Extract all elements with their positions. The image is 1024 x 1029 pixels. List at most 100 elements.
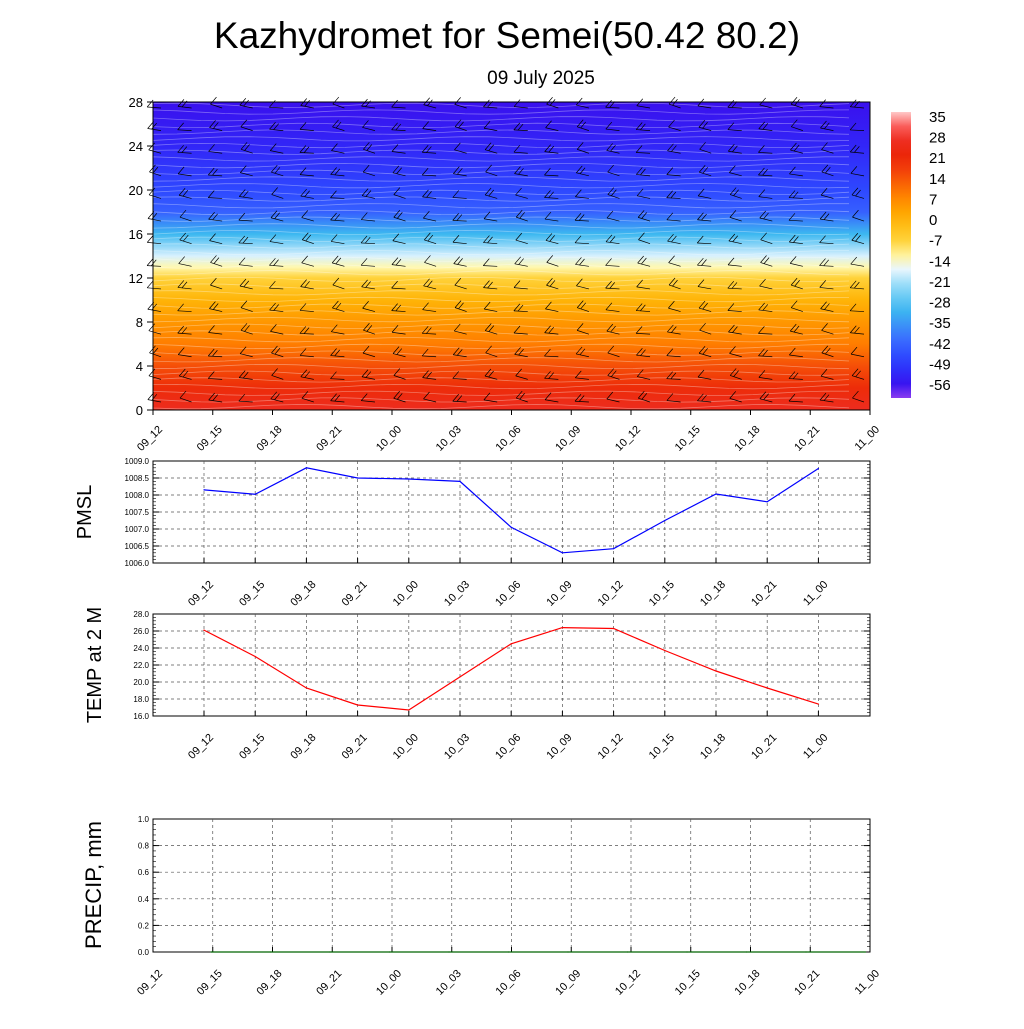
heatmap-x-tick-label: 10_21 bbox=[792, 424, 822, 454]
precip-x-tick-label: 10_18 bbox=[733, 968, 763, 998]
colorbar-label: 35 bbox=[929, 109, 946, 126]
precip-x-tick-label: 09_21 bbox=[314, 968, 344, 998]
pmsl-data-point bbox=[510, 526, 512, 528]
heatmap-x-tick-label: 09_18 bbox=[255, 424, 285, 454]
colorbar-label: -42 bbox=[929, 336, 951, 353]
precip-y-tick-label: 0.0 bbox=[138, 948, 150, 957]
temp-2m-data-point bbox=[664, 649, 666, 652]
chart-title: Kazhydromet for Semei(50.42 80.2) bbox=[214, 15, 800, 56]
colorbar-label: 7 bbox=[929, 191, 937, 208]
pmsl-data-point bbox=[766, 501, 768, 503]
pmsl-x-tick-label: 10_18 bbox=[698, 579, 728, 609]
colorbar bbox=[891, 112, 911, 398]
heatmap-x-tick-label: 10_12 bbox=[613, 424, 643, 454]
pmsl-data-point bbox=[408, 478, 410, 480]
heatmap-x-tick-label: 10_15 bbox=[673, 424, 703, 454]
temp-2m-y-tick-label: 22.0 bbox=[133, 661, 149, 670]
temp-2m-y-tick-label: 20.0 bbox=[133, 678, 149, 687]
temp-2m-x-tick-label: 10_00 bbox=[391, 732, 421, 762]
pmsl-y-tick-label: 1008.0 bbox=[125, 491, 150, 500]
precip-data-point bbox=[626, 951, 629, 953]
temp-2m-data-point bbox=[305, 687, 307, 689]
colorbar-label: 21 bbox=[929, 150, 946, 167]
colorbar-label: -28 bbox=[929, 295, 951, 312]
precip-x-tick-label: 10_00 bbox=[374, 968, 404, 998]
pmsl-y-tick-label: 1009.0 bbox=[125, 457, 150, 466]
pmsl-x-tick-label: 09_18 bbox=[288, 579, 318, 609]
precip-data-point bbox=[864, 951, 867, 953]
precip-data-point bbox=[805, 951, 807, 953]
pmsl-data-point bbox=[613, 548, 615, 550]
temp-2m-x-tick-label: 10_15 bbox=[647, 732, 677, 762]
precip-x-tick-label: 09_15 bbox=[195, 968, 225, 998]
pmsl-x-tick-label: 10_12 bbox=[596, 579, 626, 609]
heatmap-x-tick-label: 10_06 bbox=[494, 424, 524, 454]
pmsl-data-point bbox=[817, 467, 820, 470]
pmsl-data-point bbox=[715, 493, 717, 495]
colorbar-label: -49 bbox=[929, 356, 951, 373]
pmsl-data-point bbox=[459, 480, 461, 482]
chart-subtitle: 09 July 2025 bbox=[487, 68, 595, 89]
pmsl-y-tick-label: 1006.0 bbox=[125, 559, 150, 568]
heatmap-y-tick-label: 24 bbox=[129, 139, 143, 154]
temp-2m-data-point bbox=[459, 676, 461, 678]
pmsl-x-tick-label: 10_09 bbox=[544, 579, 574, 609]
precip-x-tick-label: 10_15 bbox=[673, 968, 703, 998]
temp-2m-x-tick-label: 10_21 bbox=[749, 732, 779, 762]
precip-x-tick-label: 11_00 bbox=[853, 968, 883, 998]
precip-data-point bbox=[567, 951, 569, 953]
temp-2m-data-point bbox=[715, 670, 717, 672]
precip-y-axis-label: PRECIP, mm bbox=[81, 821, 106, 949]
precip-data-point bbox=[745, 951, 748, 953]
heatmap-x-tick-label: 10_03 bbox=[434, 424, 464, 454]
pmsl-y-tick-label: 1008.5 bbox=[125, 474, 150, 483]
temp-2m-y-tick-label: 28.0 bbox=[133, 610, 149, 619]
colorbar-label: 28 bbox=[929, 130, 946, 147]
temp-2m-data-point bbox=[357, 704, 359, 706]
precip-y-tick-label: 1.0 bbox=[138, 815, 150, 824]
pmsl-data-point bbox=[561, 552, 564, 554]
heatmap-y-tick-label: 4 bbox=[136, 359, 143, 374]
heatmap-x-tick-label: 09_21 bbox=[314, 424, 344, 454]
heatmap-x-tick-label: 10_18 bbox=[733, 424, 763, 454]
pmsl-x-tick-label: 10_21 bbox=[749, 579, 779, 609]
colorbar-label: 0 bbox=[929, 212, 937, 229]
temp-2m-x-tick-label: 10_18 bbox=[698, 732, 728, 762]
temp-2m-data-point bbox=[408, 709, 410, 711]
pmsl-y-tick-label: 1007.0 bbox=[125, 525, 150, 534]
temp-2m-data-point bbox=[510, 643, 512, 645]
colorbar-label: -7 bbox=[929, 233, 942, 250]
pmsl-y-axis-label: PMSL bbox=[74, 485, 96, 539]
heatmap-y-tick-label: 12 bbox=[129, 271, 143, 286]
isotherms bbox=[152, 102, 850, 410]
heatmap-x-tick-label: 10_00 bbox=[374, 424, 404, 454]
wind-barbs bbox=[146, 96, 865, 403]
heatmap-x-tick-label: 09_12 bbox=[135, 424, 165, 454]
precip-x-tick-label: 09_18 bbox=[255, 968, 285, 998]
temp-2m-x-tick-label: 09_12 bbox=[186, 732, 216, 762]
colorbar-label: -56 bbox=[929, 377, 951, 394]
temp-2m-y-tick-label: 26.0 bbox=[133, 627, 149, 636]
pmsl-x-tick-label: 10_06 bbox=[493, 579, 523, 609]
pmsl-data-point bbox=[305, 467, 307, 469]
temp-2m-x-tick-label: 09_15 bbox=[237, 732, 267, 762]
pmsl-data-point bbox=[254, 493, 256, 495]
heatmap-y-tick-label: 0 bbox=[136, 403, 143, 418]
temp-2m-x-tick-label: 11_00 bbox=[801, 732, 831, 762]
temp-2m-y-tick-label: 16.0 bbox=[133, 712, 149, 721]
pmsl-x-tick-label: 09_15 bbox=[237, 579, 267, 609]
pmsl-x-tick-label: 10_15 bbox=[647, 579, 677, 609]
precip-data-point bbox=[686, 951, 688, 953]
precip-data-point bbox=[269, 951, 272, 953]
precip-y-tick-label: 0.4 bbox=[138, 895, 150, 904]
pmsl-x-tick-label: 09_21 bbox=[340, 579, 370, 609]
heatmap-y-tick-label: 16 bbox=[129, 227, 143, 242]
precip-data-point bbox=[388, 951, 391, 953]
temp-2m-data-point bbox=[766, 687, 768, 689]
pmsl-panel: 1009.0 1008.5 1008.0 1007.5 1007.0 1006.5 1006… bbox=[74, 457, 871, 609]
temp-2m-x-tick-label: 10_12 bbox=[596, 732, 626, 762]
precip-data-point bbox=[448, 951, 450, 953]
pmsl-y-tick-label: 1007.5 bbox=[125, 508, 150, 517]
